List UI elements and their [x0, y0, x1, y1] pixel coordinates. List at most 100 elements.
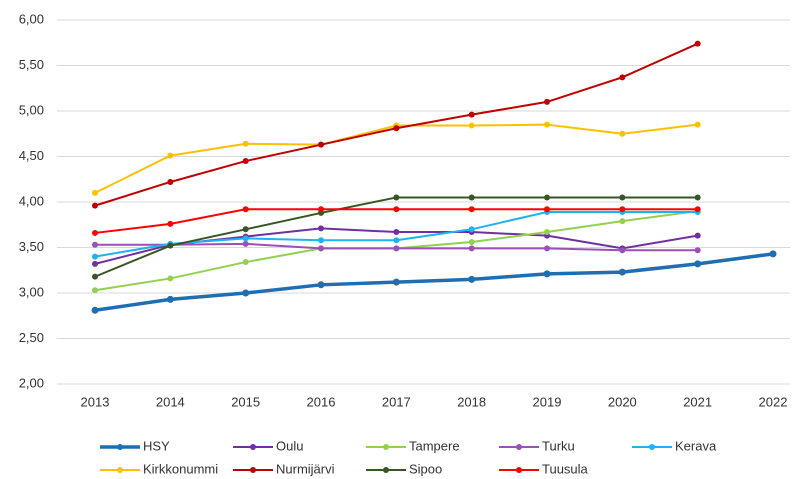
legend-label: Nurmijärvi — [276, 461, 335, 476]
x-tick-label: 2020 — [608, 394, 637, 409]
point — [242, 240, 249, 247]
legend-label: Kerava — [675, 438, 717, 453]
point — [242, 158, 249, 165]
point — [694, 247, 701, 254]
point — [167, 275, 174, 282]
point — [393, 125, 400, 132]
point — [544, 206, 550, 213]
point — [92, 202, 98, 209]
point — [92, 287, 98, 294]
point — [619, 194, 626, 201]
point — [92, 260, 98, 267]
point — [92, 273, 98, 280]
point — [393, 194, 400, 201]
point — [318, 245, 324, 252]
legend-label: Turku — [542, 438, 575, 453]
y-tick-label: 3,00 — [19, 284, 44, 299]
legend-label: HSY — [143, 438, 170, 453]
point — [167, 152, 174, 159]
point — [544, 98, 550, 105]
point — [468, 275, 476, 283]
point — [393, 237, 400, 244]
point — [618, 268, 626, 276]
point — [92, 253, 98, 260]
point — [619, 218, 626, 225]
x-tick-label: 2019 — [533, 394, 562, 409]
point — [694, 121, 701, 128]
point — [694, 206, 701, 213]
legend-label: Oulu — [276, 438, 303, 453]
point — [694, 232, 701, 239]
point — [468, 226, 475, 233]
y-tick-label: 5,50 — [19, 57, 44, 72]
legend-marker — [250, 467, 256, 473]
point — [619, 74, 626, 81]
point — [92, 229, 98, 236]
legend-marker — [649, 444, 655, 450]
point — [318, 237, 324, 244]
y-tick-label: 6,00 — [19, 11, 44, 26]
point — [92, 189, 98, 196]
point — [468, 122, 475, 129]
point — [543, 270, 551, 278]
y-tick-label: 2,50 — [19, 330, 44, 345]
y-tick-label: 5,00 — [19, 102, 44, 117]
y-tick-label: 4,50 — [19, 148, 44, 163]
point — [92, 241, 98, 248]
point — [619, 130, 626, 137]
point — [694, 260, 702, 268]
point — [694, 40, 701, 47]
legend-marker — [250, 444, 256, 450]
point — [468, 111, 475, 118]
point — [166, 295, 174, 303]
x-tick-label: 2015 — [231, 394, 260, 409]
legend-label: Tuusula — [542, 461, 589, 476]
x-tick-label: 2016 — [307, 394, 336, 409]
point — [91, 306, 99, 314]
point — [544, 229, 550, 236]
series-line — [94, 123, 698, 194]
legend-marker — [383, 444, 389, 450]
point — [468, 194, 475, 201]
y-tick-label: 4,00 — [19, 193, 44, 208]
x-tick-label: 2013 — [81, 394, 110, 409]
point — [318, 141, 324, 148]
point — [242, 140, 249, 147]
point — [167, 242, 174, 249]
legend-label: Kirkkonummi — [143, 461, 218, 476]
x-tick-label: 2017 — [382, 394, 411, 409]
point — [544, 245, 550, 252]
legend-marker — [117, 467, 123, 473]
x-tick-label: 2018 — [457, 394, 486, 409]
point — [318, 206, 324, 213]
legend-marker — [516, 444, 522, 450]
x-tick-label: 2022 — [759, 394, 788, 409]
point — [242, 289, 250, 297]
point — [242, 259, 249, 266]
point — [544, 121, 550, 128]
point — [242, 206, 249, 213]
point — [694, 194, 701, 201]
point — [392, 278, 400, 286]
point — [544, 194, 550, 201]
series-line — [94, 252, 774, 313]
point — [167, 220, 174, 227]
point — [317, 281, 325, 289]
x-tick-label: 2021 — [683, 394, 712, 409]
legend-label: Tampere — [409, 438, 460, 453]
point — [393, 229, 400, 236]
point — [167, 178, 174, 185]
legend-label: Sipoo — [409, 461, 442, 476]
point — [468, 245, 475, 252]
legend-marker — [383, 467, 389, 473]
point — [619, 247, 626, 254]
x-tick-label: 2014 — [156, 394, 185, 409]
point — [393, 245, 400, 252]
y-tick-label: 3,50 — [19, 239, 44, 254]
point — [318, 225, 324, 232]
point — [769, 250, 777, 258]
point — [393, 206, 400, 213]
point — [619, 206, 626, 213]
y-tick-label: 2,00 — [19, 375, 44, 390]
